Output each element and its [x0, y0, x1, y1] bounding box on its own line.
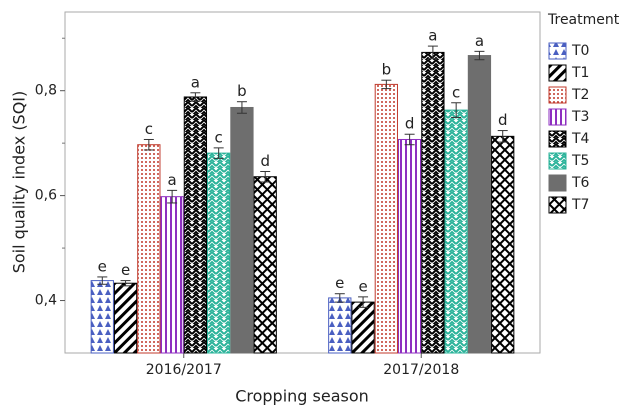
significance-letter: a [191, 73, 200, 91]
significance-letter: a [168, 171, 177, 189]
bar [467, 55, 492, 354]
legend-swatch [548, 196, 567, 214]
legend-label: T2 [571, 87, 589, 103]
bar [90, 280, 114, 354]
bar [160, 196, 184, 354]
legend-title: Treatment [547, 12, 620, 28]
bar [421, 51, 445, 354]
y-axis-label: Soil quality index (SQI) [10, 91, 29, 274]
significance-letter: d [498, 111, 508, 129]
bar [397, 138, 422, 354]
bar [374, 83, 398, 354]
legend-label: T5 [571, 153, 589, 169]
significance-letter: e [121, 261, 130, 279]
legend-swatch [548, 108, 567, 126]
bar [444, 109, 468, 354]
significance-letter: a [428, 27, 437, 45]
significance-letter: b [382, 61, 392, 79]
y-tick-label: 0,6 [35, 188, 57, 204]
legend-swatch [548, 152, 567, 170]
bar [207, 152, 231, 354]
x-tick-label: 2017/2018 [383, 362, 459, 378]
significance-letter: c [452, 83, 460, 101]
y-tick-label: 0,4 [35, 293, 57, 309]
significance-letter: b [237, 82, 247, 100]
bar [253, 176, 277, 354]
significance-letter: e [358, 277, 367, 295]
legend-label: T1 [571, 65, 589, 81]
significance-letter: e [335, 274, 344, 292]
legend-swatch [548, 64, 567, 82]
legend-swatch [548, 130, 567, 148]
significance-letter: d [405, 115, 415, 133]
legend-label: T0 [571, 43, 589, 59]
legend-label: T4 [571, 131, 590, 147]
legend-swatch [548, 86, 567, 104]
x-tick-label: 2016/2017 [146, 362, 222, 378]
legend-swatch [548, 42, 567, 60]
significance-letter: a [475, 32, 484, 50]
bar [113, 282, 138, 354]
legend-label: T6 [571, 175, 590, 191]
bar [491, 135, 515, 354]
y-tick-label: 0,8 [35, 83, 57, 99]
legend-label: T7 [571, 197, 589, 213]
plot-frame [64, 11, 541, 354]
legend-label: T3 [571, 109, 589, 125]
significance-letter: d [260, 152, 270, 170]
legend-swatch [548, 174, 567, 192]
bar [351, 301, 375, 354]
bar [230, 106, 254, 354]
significance-letter: c [145, 120, 153, 138]
bar [328, 297, 352, 354]
significance-letter: c [215, 128, 223, 146]
bar [137, 144, 161, 354]
x-axis-label: Cropping season [235, 387, 369, 406]
significance-letter: e [98, 257, 107, 275]
bar [183, 96, 208, 354]
